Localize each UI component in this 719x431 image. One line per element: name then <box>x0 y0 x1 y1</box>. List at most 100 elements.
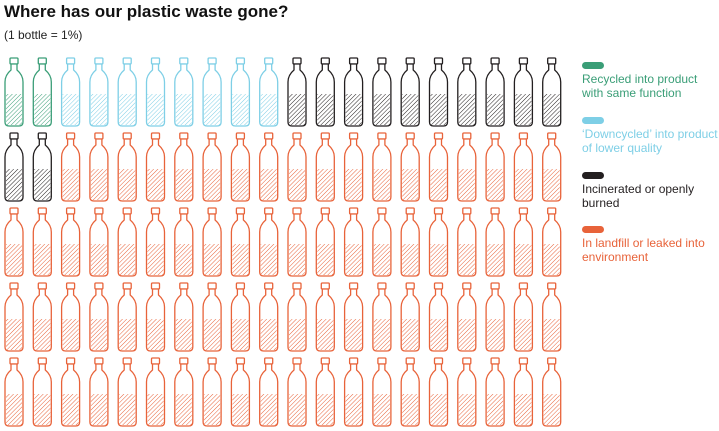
bottle-cap <box>518 282 529 290</box>
bottle-fill <box>458 94 475 125</box>
bottle-fill <box>543 244 560 275</box>
bottle-fill <box>175 319 192 350</box>
bottle-fill <box>175 169 192 200</box>
bottle-fill <box>34 94 51 125</box>
bottle-cap <box>490 282 500 290</box>
bottle-cap <box>518 357 529 365</box>
bottle-cap <box>377 207 387 215</box>
legend-label: In landfill or leaked into environment <box>582 236 705 264</box>
bottle-cap <box>377 57 387 65</box>
bottle-fill <box>543 394 560 425</box>
bottle-cap <box>207 132 217 140</box>
bottle-cap <box>207 207 217 215</box>
bottle-cap <box>377 357 387 365</box>
bottle-fill <box>345 319 362 350</box>
bottle-cap <box>462 57 472 65</box>
bottle-fill <box>6 244 22 275</box>
bottle-fill <box>175 394 192 425</box>
bottle-fill <box>260 394 277 425</box>
bottle-group <box>4 132 562 427</box>
bottle-cap <box>320 57 330 65</box>
bottle-cap <box>235 207 246 215</box>
bottle-fill <box>317 319 334 350</box>
bottle-fill <box>515 394 532 425</box>
bottle-fill <box>147 244 164 275</box>
bottle-cap <box>37 132 47 140</box>
bottle-cap <box>235 57 246 65</box>
bottle-fill <box>260 94 277 125</box>
bottle-fill <box>289 244 305 275</box>
bottle-fill <box>317 94 334 125</box>
bottle-fill <box>430 169 447 200</box>
bottle-cap <box>264 132 274 140</box>
bottle-fill <box>6 94 22 125</box>
bottle-fill <box>119 94 136 125</box>
bottle-cap <box>320 282 330 290</box>
bottle-fill <box>345 394 362 425</box>
legend-label: Incinerated or openly burned <box>582 182 695 210</box>
bottle-cap <box>122 207 132 215</box>
bottle-fill <box>6 394 22 425</box>
bottle-fill <box>373 169 390 200</box>
bottle-fill <box>430 244 447 275</box>
bottle-cap <box>65 207 76 215</box>
bottle-cap <box>462 357 472 365</box>
bottle-fill <box>373 394 390 425</box>
legend-swatch <box>582 172 604 179</box>
bottle-cap <box>405 57 415 65</box>
bottle-fill <box>34 394 51 425</box>
bottle-cap <box>264 357 274 365</box>
bottle-fill <box>204 394 221 425</box>
bottle-cap <box>150 207 161 215</box>
chart-subtitle: (1 bottle = 1%) <box>4 28 83 42</box>
bottle-cap <box>150 57 161 65</box>
bottle-fill <box>345 244 362 275</box>
bottle-group <box>4 57 562 202</box>
bottle-cap <box>377 282 387 290</box>
bottle-fill <box>260 244 277 275</box>
bottle-fill <box>458 319 475 350</box>
bottle-fill <box>62 394 79 425</box>
bottle-cap <box>37 57 47 65</box>
bottle-cap <box>320 357 330 365</box>
bottle-fill <box>402 244 419 275</box>
chart-title: Where has our plastic waste gone? <box>4 2 289 21</box>
bottle-fill <box>458 394 475 425</box>
bottle-cap <box>179 357 189 365</box>
bottle-cap <box>518 57 529 65</box>
bottle-cap <box>405 357 415 365</box>
bottle-cap <box>547 207 557 215</box>
bottle-fill <box>543 94 560 125</box>
bottle-cap <box>462 132 472 140</box>
bottle-cap <box>348 57 359 65</box>
bottle-fill <box>204 244 221 275</box>
bottle-fill <box>232 394 249 425</box>
bottle-fill <box>204 94 221 125</box>
bottle-cap <box>405 132 415 140</box>
bottle-cap <box>462 207 472 215</box>
bottle-cap <box>405 207 415 215</box>
bottle-fill <box>90 394 107 425</box>
bottle-cap <box>122 57 132 65</box>
bottle-cap <box>65 132 76 140</box>
bottle-fill <box>90 169 107 200</box>
bottle-cap <box>264 57 274 65</box>
bottle-fill <box>119 319 136 350</box>
bottle-cap <box>207 282 217 290</box>
bottle-fill <box>34 244 51 275</box>
bottle-cap <box>518 207 529 215</box>
bottle-fill <box>90 319 107 350</box>
bottle-fill <box>232 319 249 350</box>
bottle-cap <box>122 357 132 365</box>
bottle-fill <box>402 319 419 350</box>
bottle-fill <box>289 394 305 425</box>
bottle-cap <box>179 57 189 65</box>
bottle-cap <box>179 282 189 290</box>
legend-label: ‘Downcycled’ into product of lower quali… <box>582 127 718 155</box>
legend-swatch <box>582 62 604 69</box>
bottle-cap <box>94 282 104 290</box>
bottle-fill <box>6 319 22 350</box>
bottle-cap <box>94 357 104 365</box>
bottle-cap <box>547 132 557 140</box>
